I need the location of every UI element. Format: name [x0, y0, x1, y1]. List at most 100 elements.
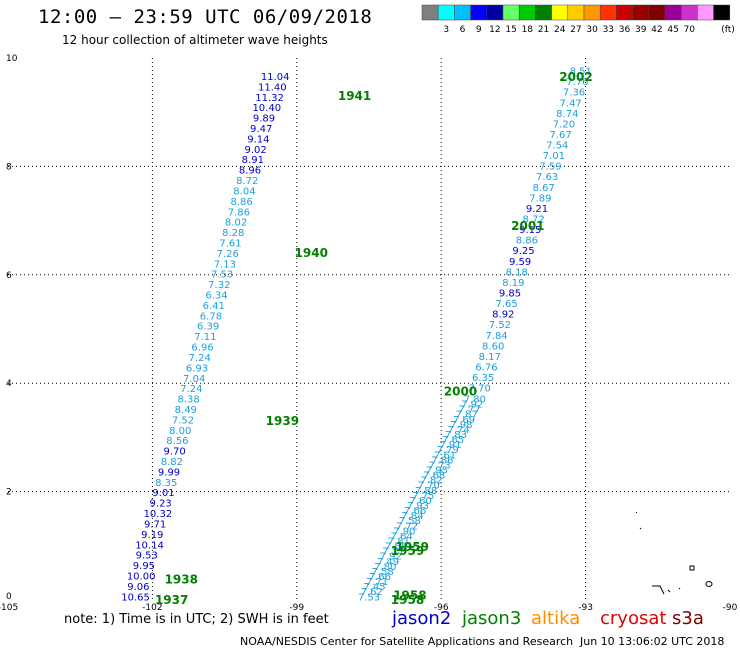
colorbar-tick-label: 12	[489, 25, 500, 35]
swh-value-label: 8.56	[166, 436, 188, 447]
swh-value-label: 7.64	[390, 531, 412, 542]
swh-value-label: 7.87	[456, 410, 478, 421]
colorbar-swatch	[486, 4, 504, 21]
swh-value-label: 8.82	[161, 457, 183, 468]
swh-value-label: 8.86	[231, 197, 253, 208]
swh-value-label: 7.75	[412, 491, 434, 502]
swh-value-label: 7.80	[374, 562, 396, 573]
swh-value-label: 9.59	[509, 257, 531, 268]
swh-value-label: 6.93	[186, 363, 208, 374]
swh-value-label: 8.04	[233, 186, 255, 197]
swh-value-label: 8.86	[516, 236, 538, 247]
x-tick-label: -93	[578, 603, 593, 613]
swh-value-label: 11.32	[255, 93, 284, 104]
swh-value-label: 9.70	[164, 447, 186, 458]
time-annotation: 1937	[155, 593, 188, 607]
x-tick-label: -102	[142, 603, 162, 613]
swh-value-label: 7.49	[377, 557, 399, 568]
swh-value-label: 7.54	[546, 141, 568, 152]
swh-value-label: 8.72	[522, 215, 544, 226]
swh-value-label: 7.67	[549, 130, 571, 141]
swh-value-label: 9.06	[127, 582, 149, 593]
swh-value-label: 7.36	[563, 88, 585, 99]
data-series-layer: 10.659.0610.009.959.5310.149.199.7110.32…	[121, 67, 592, 604]
colorbar-swatch	[583, 4, 601, 21]
swh-value-label: 7.74	[447, 425, 469, 436]
swh-value-label: 8.91	[242, 155, 264, 166]
y-tick-label: 0	[6, 592, 12, 602]
credit-timestamp: Jun 10 13:06:02 UTC 2018	[580, 635, 725, 648]
time-annotation: 1958	[393, 589, 426, 603]
legend-s3a: s3a	[672, 608, 704, 629]
swh-value-label: 7.77	[458, 405, 480, 416]
swh-value-label: 10.40	[252, 103, 281, 114]
legend-jason2: jason2	[392, 608, 452, 629]
swh-value-label: 8.02	[225, 218, 247, 229]
swh-value-label: 7.04	[183, 374, 205, 385]
colorbar-tick-label: 15	[505, 25, 516, 35]
time-annotation: 2000	[444, 384, 477, 398]
swh-value-label: 7.65	[442, 435, 464, 446]
colorbar: 3 6 9 12 15 18 21 24 27 30 33 36 39 42 45 70 (ft)	[421, 4, 735, 35]
swh-value-label: 7.61	[434, 450, 456, 461]
swh-value-label: 7.84	[401, 511, 423, 522]
swh-value-label: 9.23	[150, 499, 172, 510]
swh-value-label: 7.13	[214, 259, 236, 270]
swh-value-label: 7.11	[194, 332, 216, 343]
swh-value-label: 7.86	[431, 455, 453, 466]
swh-value-label: 7.58	[399, 516, 421, 527]
swh-value-label: 7.71	[366, 577, 388, 588]
swh-value-label: 9.01	[152, 488, 174, 499]
swh-value-label: 7.80	[464, 394, 486, 405]
swh-value-label: 7.66	[369, 572, 391, 583]
time-annotation: 1940	[295, 246, 328, 260]
colorbar-tick-label: 33	[603, 25, 614, 35]
colorbar-swatch	[664, 4, 682, 21]
credit-text: NOAA/NESDIS Center for Satellite Applica…	[240, 635, 574, 648]
swh-value-label: 7.58	[371, 567, 393, 578]
swh-value-label: 7.52	[172, 415, 194, 426]
swh-value-label: 8.92	[492, 310, 514, 321]
time-annotation: 1958	[391, 593, 424, 607]
colorbar-swatch	[632, 4, 650, 21]
y-tick-label: 10	[6, 54, 18, 64]
footnote: note: 1) Time is in UTC; 2) SWH is in fe…	[64, 612, 329, 627]
chart-title: 12:00 – 23:59 UTC 06/09/2018	[38, 6, 373, 28]
colorbar-swatch	[470, 4, 488, 21]
colorbar-tick-label: 45	[667, 25, 678, 35]
swh-value-label: 7.47	[560, 98, 582, 109]
swh-value-label: 6.76	[475, 362, 497, 373]
swh-value-label: 9.25	[512, 246, 534, 257]
swh-value-label: 9.21	[526, 204, 548, 215]
swh-value-label: 9.19	[141, 530, 163, 541]
swh-value-label: 7.61	[219, 238, 241, 249]
swh-value-label: 10.32	[144, 509, 173, 520]
swh-value-label: 7.86	[228, 207, 250, 218]
axis-labels: -105 -102 -99 -96 -93 -90 0 2 4 6 8 10	[0, 54, 738, 613]
time-annotation: 1959	[391, 544, 424, 558]
colorbar-swatch	[680, 4, 698, 21]
swh-value-label: 7.24	[189, 353, 211, 364]
y-tick-label: 2	[6, 488, 12, 498]
swh-value-label: 11.04	[261, 72, 290, 83]
colorbar-swatch	[599, 4, 617, 21]
legend-altika: altika	[531, 608, 581, 629]
swh-value-label: 7.53	[358, 592, 380, 603]
time-annotation: 1938	[165, 572, 198, 586]
colorbar-tick-label: 27	[570, 25, 581, 35]
swh-value-label: 10.65	[121, 592, 150, 603]
swh-value-label: 7.59	[539, 162, 561, 173]
swh-value-label: 7.24	[180, 384, 202, 395]
swh-value-label: 8.38	[177, 395, 199, 406]
swh-value-label: 8.18	[506, 267, 528, 278]
swh-value-label: 7.84	[485, 331, 507, 342]
swh-value-label: 9.15	[519, 225, 541, 236]
time-annotation: 1959	[396, 540, 429, 554]
swh-value-label: 7.68	[423, 471, 445, 482]
swh-value-label: 7.53	[211, 270, 233, 281]
swh-value-label: 7.91	[439, 440, 461, 451]
swh-value-label: 7.72	[396, 521, 418, 532]
swh-value-label: 6.96	[191, 343, 213, 354]
y-tick-label: 6	[6, 271, 12, 281]
swh-value-label: 8.74	[556, 109, 578, 120]
